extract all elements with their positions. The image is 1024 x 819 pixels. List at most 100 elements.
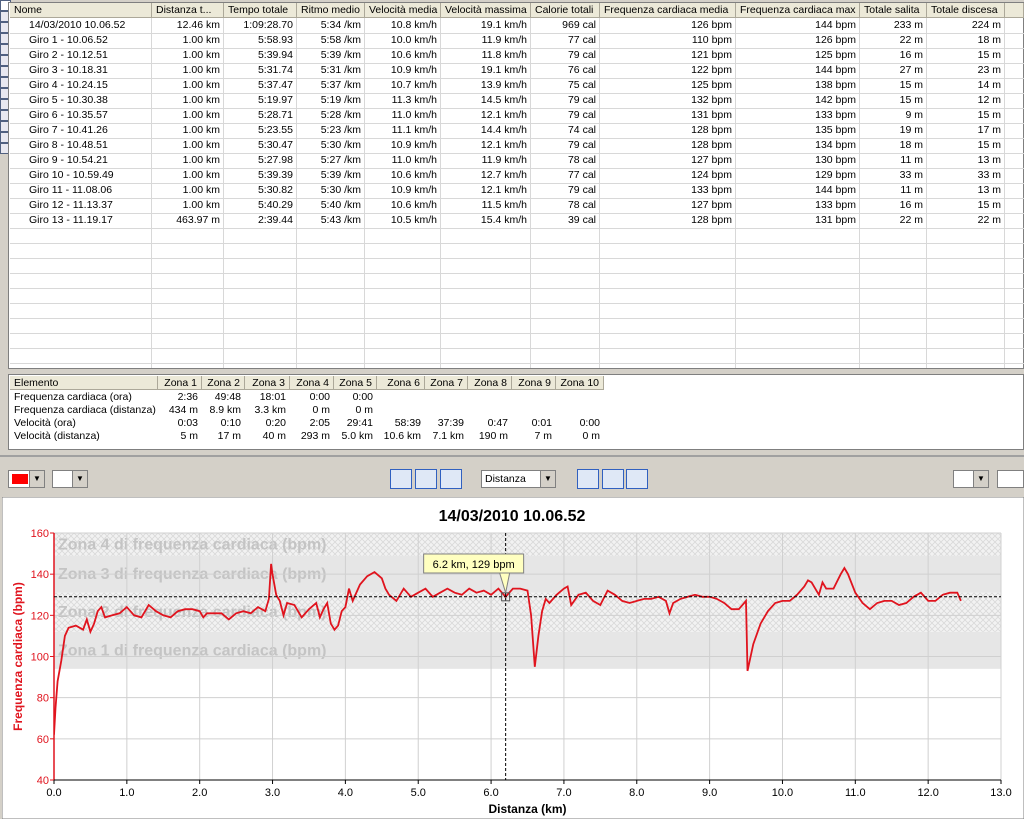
lap-value: 18 m — [860, 138, 927, 153]
lap-value: 5:39.94 — [224, 48, 297, 63]
column-header[interactable]: Nome — [10, 3, 152, 18]
zone-header[interactable]: Zona 8 — [468, 376, 512, 390]
zone-row-label: Frequenza cardiaca (ora) — [10, 391, 158, 404]
lap-name[interactable]: Giro 5 - 10.30.38 — [26, 93, 152, 108]
right-picker-2[interactable] — [997, 470, 1024, 488]
row-line — [10, 348, 1024, 349]
zone-header[interactable]: Zona 4 — [290, 376, 334, 390]
column-header[interactable]: Ritmo medio — [297, 3, 365, 18]
lap-value: 142 bpm — [736, 93, 860, 108]
lap-name[interactable]: Giro 11 - 11.08.06 — [26, 183, 152, 198]
style-picker[interactable]: ▼ — [52, 470, 88, 488]
column-header[interactable]: Frequenza cardiaca max — [736, 3, 860, 18]
zone-header[interactable]: Zona 10 — [556, 376, 604, 390]
lap-value: 131 bpm — [736, 213, 860, 228]
zone-row-label: Velocità (ora) — [10, 417, 158, 430]
x-tick-label: 6.0 — [483, 787, 498, 799]
column-header[interactable]: Frequenza cardiaca media — [600, 3, 736, 18]
column-header[interactable]: Distanza t... — [152, 3, 224, 18]
zone-header[interactable]: Zona 3 — [245, 376, 290, 390]
lap-value: 10.9 km/h — [365, 183, 441, 198]
lap-value: 22 m — [860, 33, 927, 48]
lap-value: 11 m — [860, 153, 927, 168]
zone-header[interactable]: Zona 5 — [334, 376, 377, 390]
x-tick-label: 4.0 — [338, 787, 353, 799]
lap-value: 12.1 km/h — [441, 108, 531, 123]
lap-name[interactable]: Giro 10 - 10.59.49 — [26, 168, 152, 183]
lap-value: 1.00 km — [152, 48, 224, 63]
lap-name[interactable]: Giro 3 - 10.18.31 — [26, 63, 152, 78]
lap-value: 15 m — [927, 108, 1005, 123]
crosshair-button[interactable] — [390, 469, 412, 489]
zone-value: 10.6 km — [377, 430, 425, 443]
lap-value: 1.00 km — [152, 183, 224, 198]
zone-value: 18:01 — [245, 391, 290, 404]
lap-value: 131 bpm — [600, 108, 736, 123]
lap-name[interactable]: Giro 6 - 10.35.57 — [26, 108, 152, 123]
lap-name[interactable]: Giro 12 - 11.13.37 — [26, 198, 152, 213]
lap-name[interactable]: Giro 4 - 10.24.15 — [26, 78, 152, 93]
lap-name[interactable]: Giro 1 - 10.06.52 — [26, 33, 152, 48]
lap-value: 5:30.82 — [224, 183, 297, 198]
lap-value: 125 bpm — [600, 78, 736, 93]
column-header[interactable]: Totale discesa — [927, 3, 1005, 18]
axis-select[interactable]: Distanza▼ — [481, 470, 556, 488]
lap-value: 77 cal — [531, 168, 600, 183]
color-picker[interactable]: ▼ — [8, 470, 45, 488]
x-axis-label: Distanza (km) — [488, 802, 566, 816]
lap-value: 13 m — [927, 153, 1005, 168]
lap-value: 5:31 /km — [297, 63, 365, 78]
lap-value: 10.9 km/h — [365, 138, 441, 153]
zone-header[interactable]: Zona 1 — [158, 376, 202, 390]
column-header[interactable]: Velocità massima — [441, 3, 531, 18]
zoom-fit-button[interactable] — [626, 469, 648, 489]
lap-value: 1.00 km — [152, 198, 224, 213]
zone-value: 0 m — [334, 404, 377, 417]
zone-header[interactable]: Zona 2 — [202, 376, 245, 390]
lap-value: 1:09:28.70 — [224, 18, 297, 33]
zone-value: 0 m — [290, 404, 334, 417]
lap-value: 19 m — [860, 123, 927, 138]
lap-value: 78 cal — [531, 153, 600, 168]
zone-header[interactable]: Zona 7 — [425, 376, 468, 390]
zone-value: 37:39 — [425, 417, 468, 430]
zoom-in-button[interactable] — [577, 469, 599, 489]
lap-value: 132 bpm — [600, 93, 736, 108]
right-picker[interactable]: ▼ — [953, 470, 989, 488]
lap-value: 1.00 km — [152, 123, 224, 138]
column-header[interactable]: Totale salita — [860, 3, 927, 18]
lap-value: 5:27.98 — [224, 153, 297, 168]
lap-name[interactable]: Giro 13 - 11.19.17 — [26, 213, 152, 228]
zone-header[interactable]: Zona 6 — [377, 376, 425, 390]
x-tick-label: 11.0 — [845, 787, 866, 799]
lap-value: 22 m — [927, 213, 1005, 228]
lap-value: 15 m — [927, 138, 1005, 153]
splitter — [0, 455, 1024, 457]
bands-button[interactable] — [415, 469, 437, 489]
lap-value: 138 bpm — [736, 78, 860, 93]
lap-name[interactable]: Giro 2 - 10.12.51 — [26, 48, 152, 63]
smooth-button[interactable] — [440, 469, 462, 489]
column-header[interactable]: Calorie totali — [531, 3, 600, 18]
lap-value: 133 bpm — [736, 108, 860, 123]
lap-name[interactable]: Giro 7 - 10.41.26 — [26, 123, 152, 138]
toolbar: ▼ ▼ Distanza▼ ▼ — [0, 460, 1024, 496]
lap-name[interactable]: Giro 8 - 10.48.51 — [26, 138, 152, 153]
lap-value: 5:23 /km — [297, 123, 365, 138]
zoom-out-button[interactable] — [602, 469, 624, 489]
lap-value: 5:58.93 — [224, 33, 297, 48]
column-header[interactable]: Velocità media — [365, 3, 441, 18]
lap-value: 5:27 /km — [297, 153, 365, 168]
lap-name[interactable]: Giro 9 - 10.54.21 — [26, 153, 152, 168]
row-line — [10, 363, 1024, 364]
zone-header[interactable]: Zona 9 — [512, 376, 556, 390]
zone-value: 2:36 — [158, 391, 202, 404]
lap-value: 5:34 /km — [297, 18, 365, 33]
lap-value: 14.4 km/h — [441, 123, 531, 138]
lap-name[interactable]: 14/03/2010 10.06.52 — [26, 18, 152, 33]
zone-header[interactable]: Elemento — [10, 376, 158, 390]
row-line — [10, 273, 1024, 274]
lap-value: 17 m — [927, 123, 1005, 138]
x-tick-label: 3.0 — [265, 787, 280, 799]
column-header[interactable]: Tempo totale — [224, 3, 297, 18]
